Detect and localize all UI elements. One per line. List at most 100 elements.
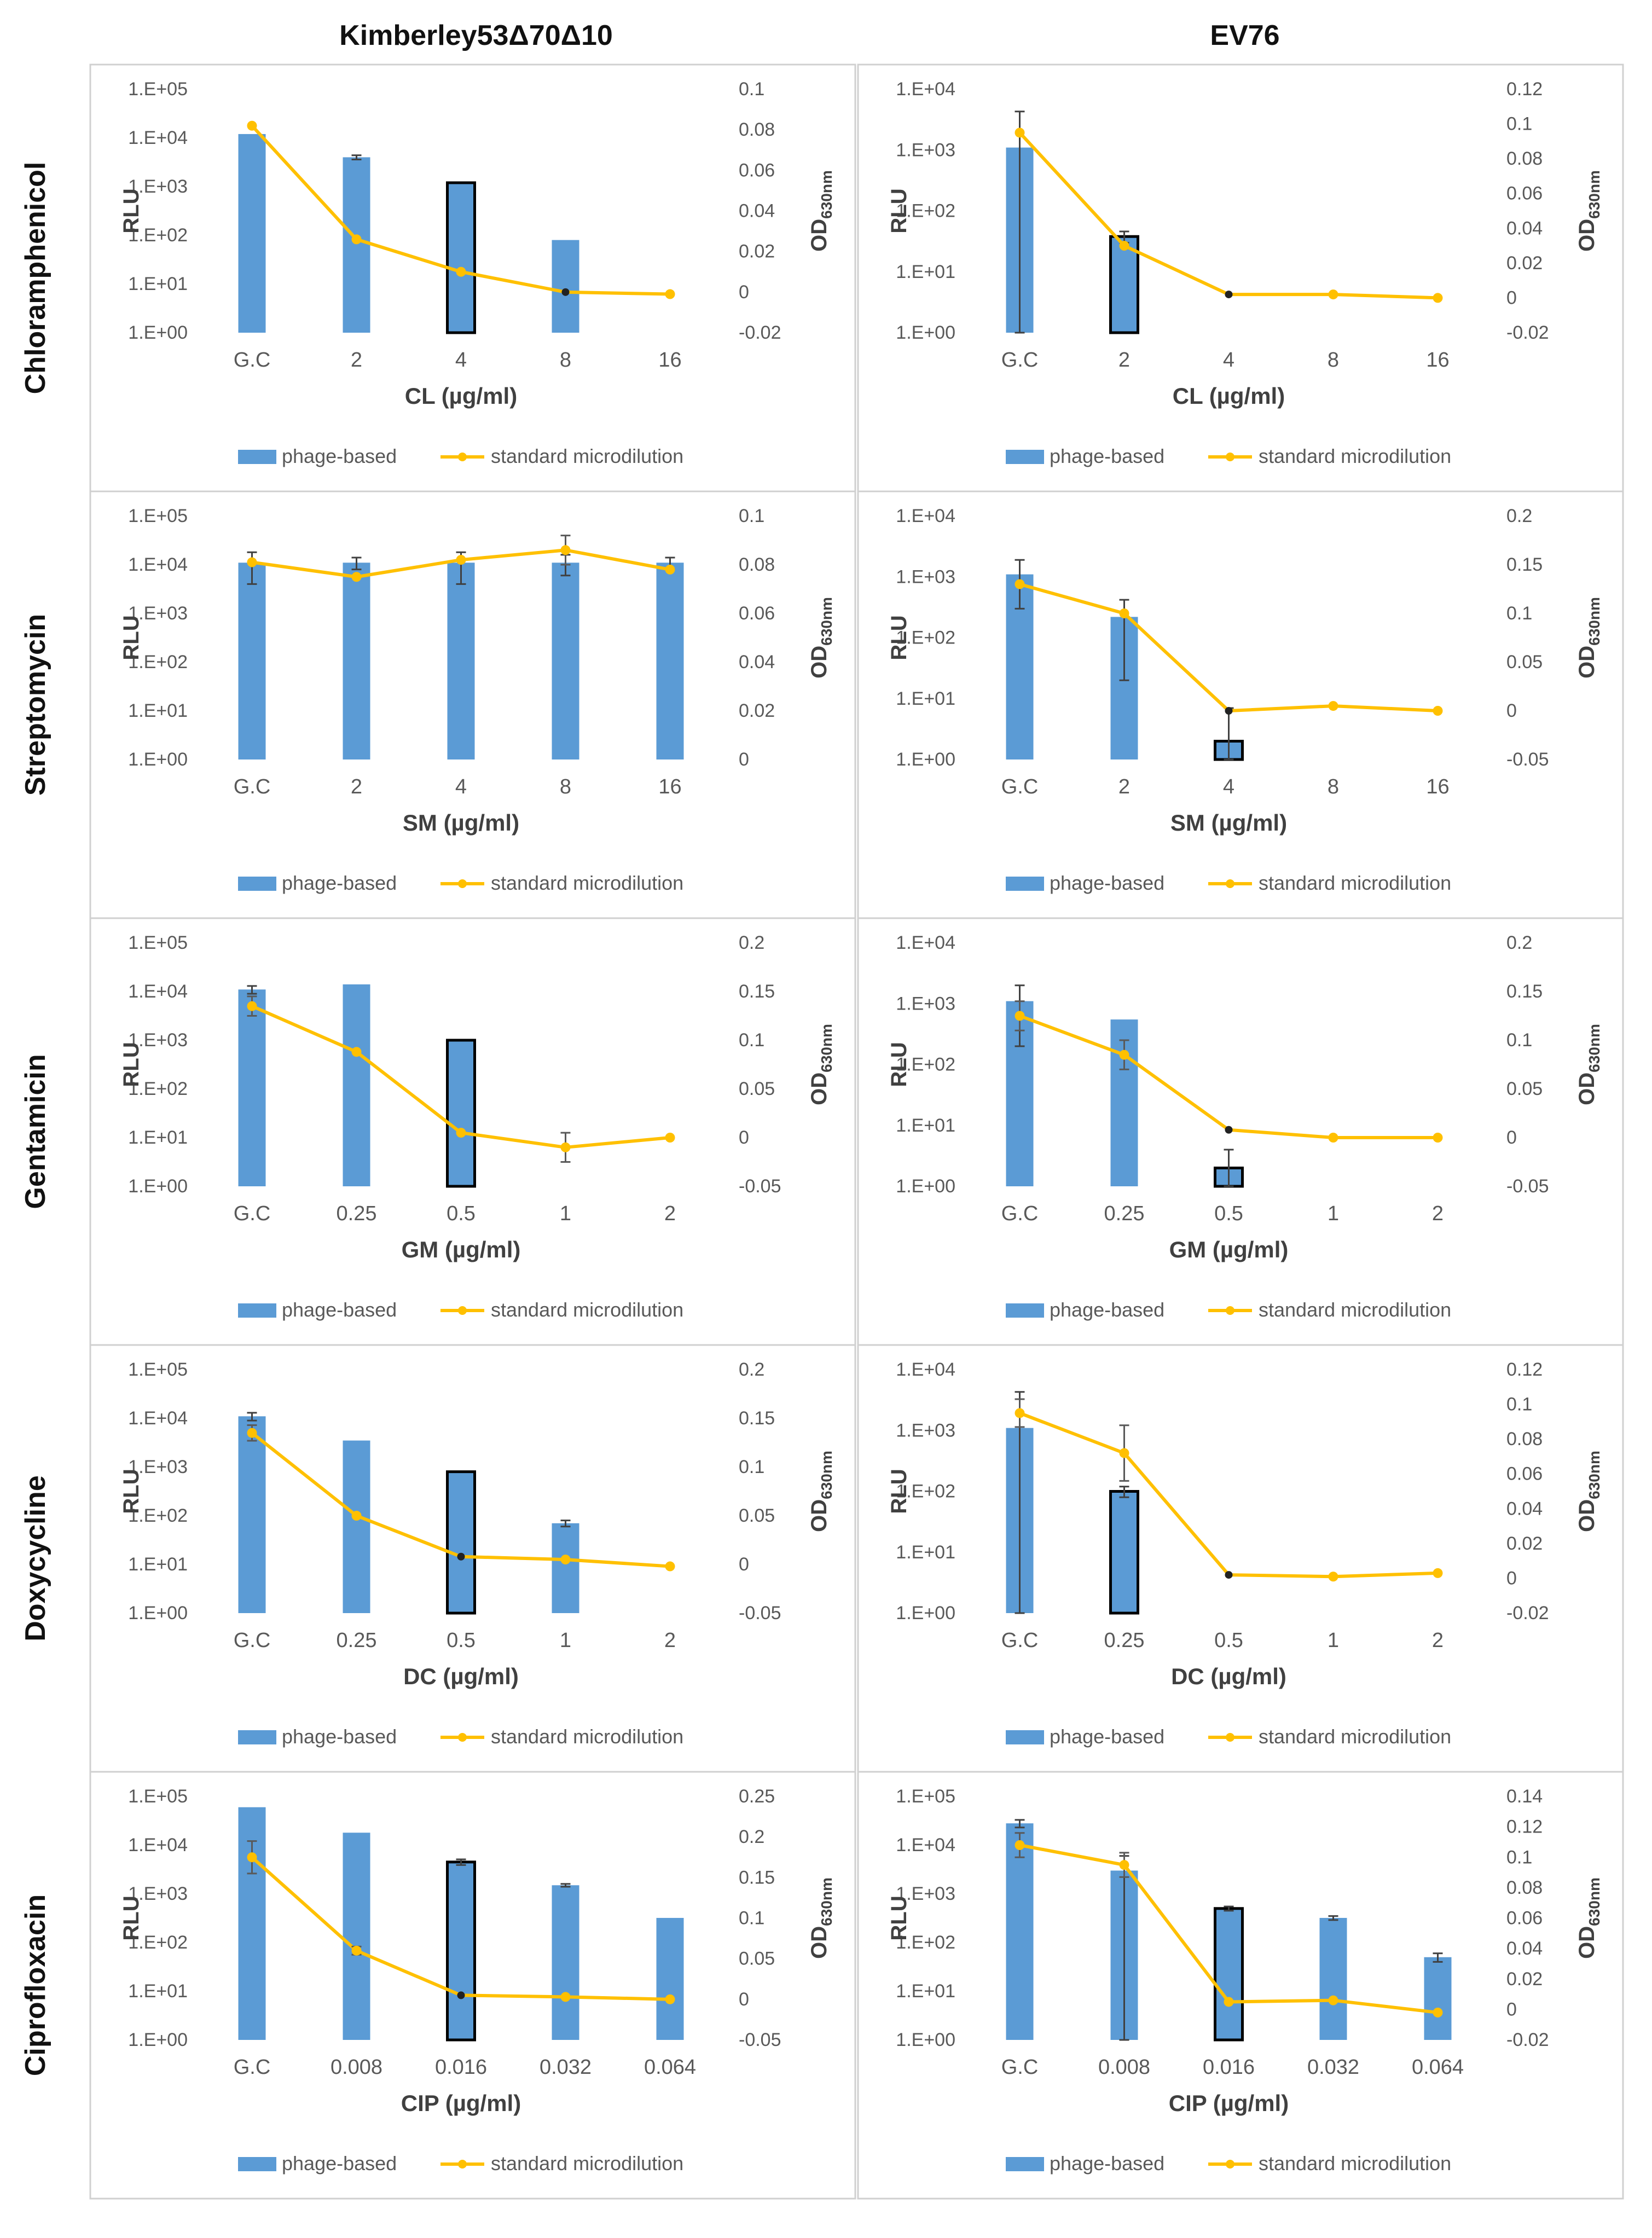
line-point [665, 564, 675, 575]
left-tick-label: 1.E+00 [128, 2030, 188, 2050]
row-title-gentamicin: Gentamicin [20, 1054, 51, 1209]
line-point [247, 1852, 257, 1863]
right-axis-title-sub: 630nm [818, 597, 835, 646]
left-tick-label: 1.E+02 [896, 201, 955, 222]
left-tick-label: 1.E+04 [896, 1359, 955, 1380]
category-label: 0.25 [1104, 1202, 1145, 1225]
category-label: 0.5 [1214, 1629, 1243, 1652]
right-tick-label: -0.05 [1506, 749, 1549, 770]
right-axis-title: OD630nm [807, 597, 835, 679]
right-tick-label: 0.06 [739, 603, 775, 624]
category-label: 4 [455, 349, 467, 372]
legend-line-marker [1226, 1306, 1234, 1315]
line-point [560, 545, 571, 555]
right-axis-title-sub: 630nm [1586, 597, 1603, 646]
bar [343, 1440, 370, 1613]
left-axis-title: RLU [119, 1895, 143, 1940]
right-tick-label: 0.15 [739, 1408, 775, 1429]
left-axis-title: RLU [887, 1469, 911, 1514]
left-tick-label: 1.E+01 [128, 1127, 188, 1148]
category-label: 0.032 [540, 2056, 592, 2079]
right-tick-label: 0.1 [739, 1908, 764, 1929]
right-tick-label: 0.05 [739, 1505, 775, 1526]
right-tick-label: 0.04 [739, 652, 775, 672]
right-tick-label: 0.1 [739, 506, 764, 526]
right-tick-label: 0.1 [1506, 603, 1532, 624]
right-axis-title-main: OD [1575, 1072, 1599, 1105]
legend-line-marker [458, 1306, 467, 1315]
left-tick-label: 1.E+00 [896, 749, 955, 770]
right-tick-label: 0.04 [739, 201, 775, 222]
bar [1109, 1490, 1139, 1615]
legend-line-marker [1226, 2160, 1234, 2169]
category-label: 0.5 [447, 1202, 476, 1225]
category-label: 0.25 [337, 1629, 377, 1652]
category-label: 1 [1328, 1629, 1339, 1652]
category-label: 4 [1223, 775, 1234, 798]
category-label: 2 [1118, 775, 1130, 798]
bar [1006, 1823, 1034, 2040]
category-label: 0.016 [1203, 2056, 1255, 2079]
right-tick-label: 0.02 [1506, 253, 1543, 274]
bar [446, 181, 476, 334]
left-axis-title: RLU [887, 615, 911, 660]
category-label: 4 [1223, 349, 1234, 372]
right-axis-title-sub: 630nm [818, 170, 835, 219]
line-point [665, 1133, 675, 1143]
legend-line-marker [1226, 1733, 1234, 1742]
left-tick-label: 1.E+02 [128, 225, 188, 246]
left-tick-label: 1.E+04 [896, 932, 955, 953]
legend-bar-label: phage-based [282, 2152, 397, 2175]
line-point [560, 1992, 571, 2002]
bar [447, 563, 475, 759]
bar [446, 1039, 476, 1188]
right-tick-label: 0.06 [1506, 1908, 1543, 1929]
legend-line-label: standard microdilution [491, 872, 683, 894]
left-tick-label: 1.E+03 [128, 1030, 188, 1051]
left-axis-title: RLU [119, 188, 143, 233]
right-tick-label: 0.1 [1506, 1394, 1532, 1415]
category-label: 16 [1426, 775, 1449, 798]
legend-line-label: standard microdilution [1259, 1725, 1451, 1748]
line-point [1015, 1408, 1025, 1418]
left-tick-label: 1.E+02 [896, 1054, 955, 1075]
right-axis-title: OD630nm [807, 1877, 835, 1959]
right-tick-label: 0 [739, 1127, 749, 1148]
bar [1424, 1957, 1452, 2040]
left-tick-label: 1.E+05 [128, 1786, 188, 1807]
right-axis-title-main: OD [1575, 646, 1599, 679]
left-tick-label: 1.E+01 [896, 262, 955, 282]
category-label: 0.016 [435, 2056, 487, 2079]
line-point [1328, 1995, 1338, 2005]
chart-panel-7: 1.E+00 1.E+01 1.E+02 1.E+03 1.E+04 -0.02 0 0.02… [857, 1344, 1624, 1773]
bar [1214, 1907, 1244, 2042]
category-label: 0.5 [447, 1629, 476, 1652]
left-tick-label: 1.E+03 [896, 1420, 955, 1441]
chart-panel-0: 1.E+00 1.E+01 1.E+02 1.E+03 1.E+04 1.E+05 -0.0… [89, 63, 856, 492]
legend-bar-swatch [238, 877, 276, 891]
bar [343, 1833, 370, 2040]
legend-line-label: standard microdilution [1259, 1298, 1451, 1321]
left-tick-label: 1.E+02 [128, 1079, 188, 1099]
right-tick-label: 0.2 [739, 932, 764, 953]
right-tick-label: -0.05 [739, 1176, 781, 1197]
bar [656, 1918, 684, 2040]
line-point [665, 289, 675, 299]
left-tick-label: 1.E+00 [128, 322, 188, 343]
line-point [456, 555, 466, 565]
line-point [1119, 241, 1129, 251]
line-point [456, 1128, 466, 1138]
left-tick-label: 1.E+00 [896, 1603, 955, 1624]
legend-bar-label: phage-based [282, 872, 397, 894]
category-label: 16 [658, 349, 681, 372]
left-tick-label: 1.E+01 [896, 688, 955, 709]
bar [238, 134, 266, 333]
right-tick-label: -0.05 [739, 1603, 781, 1624]
category-label: 2 [351, 775, 362, 798]
right-axis-title-sub: 630nm [1586, 1024, 1603, 1072]
chart-panel-1: 1.E+00 1.E+01 1.E+02 1.E+03 1.E+04 -0.02 0 0.02… [857, 63, 1624, 492]
right-tick-label: 0.02 [1506, 1969, 1543, 1990]
left-tick-label: 1.E+00 [128, 749, 188, 770]
legend-bar-label: phage-based [1050, 445, 1164, 467]
legend-line-label: standard microdilution [491, 1298, 683, 1321]
